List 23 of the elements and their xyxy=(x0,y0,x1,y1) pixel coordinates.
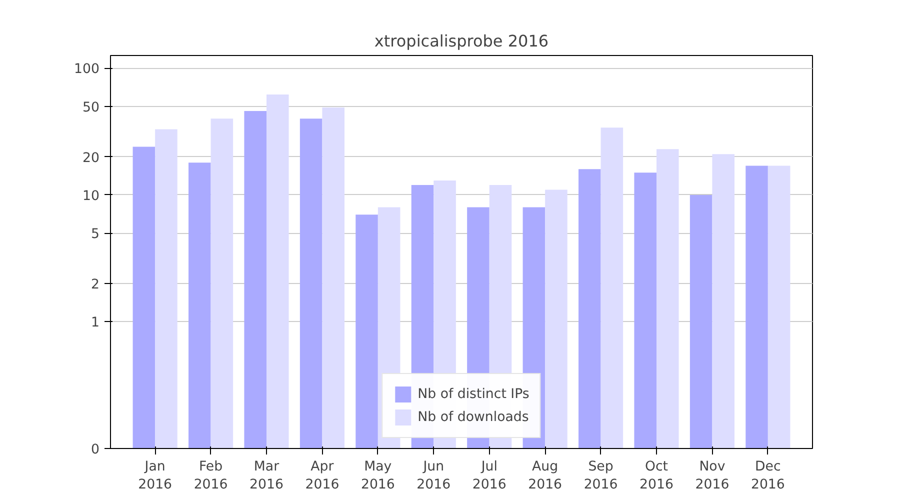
x-tick-label: Oct 2016 xyxy=(640,460,674,492)
x-tick-label: Apr 2016 xyxy=(305,460,340,492)
x-tick-label: Sep 2016 xyxy=(584,460,618,492)
x-tick-label: Dec 2016 xyxy=(750,460,785,492)
y-tick-label: 1 xyxy=(91,316,100,331)
y-tick-label: 20 xyxy=(82,150,100,166)
y-tick-label: 2 xyxy=(91,278,100,293)
x-tick-label: Mar 2016 xyxy=(250,460,284,492)
x-tick-label: Aug 2016 xyxy=(528,460,562,492)
x-tick-label: Jan 2016 xyxy=(138,460,172,492)
y-tick-label: 100 xyxy=(74,62,100,78)
x-tick-label: Nov 2016 xyxy=(695,460,730,492)
x-tick-label: Jul 2016 xyxy=(472,460,506,492)
y-tick-label: 50 xyxy=(82,100,100,116)
x-tick-label: May 2016 xyxy=(360,460,395,492)
y-tick-label: 5 xyxy=(91,227,100,242)
x-tick-label: Jun 2016 xyxy=(416,460,451,492)
x-tick-label: Feb 2016 xyxy=(194,460,228,492)
y-tick-label: 0 xyxy=(91,442,100,458)
y-tick-label: 10 xyxy=(82,188,100,204)
legend-label: Nb of distinct IPs xyxy=(418,386,530,402)
chart-title: xtropicalisprobe 2016 xyxy=(374,32,549,50)
legend-label: Nb of downloads xyxy=(418,410,529,424)
